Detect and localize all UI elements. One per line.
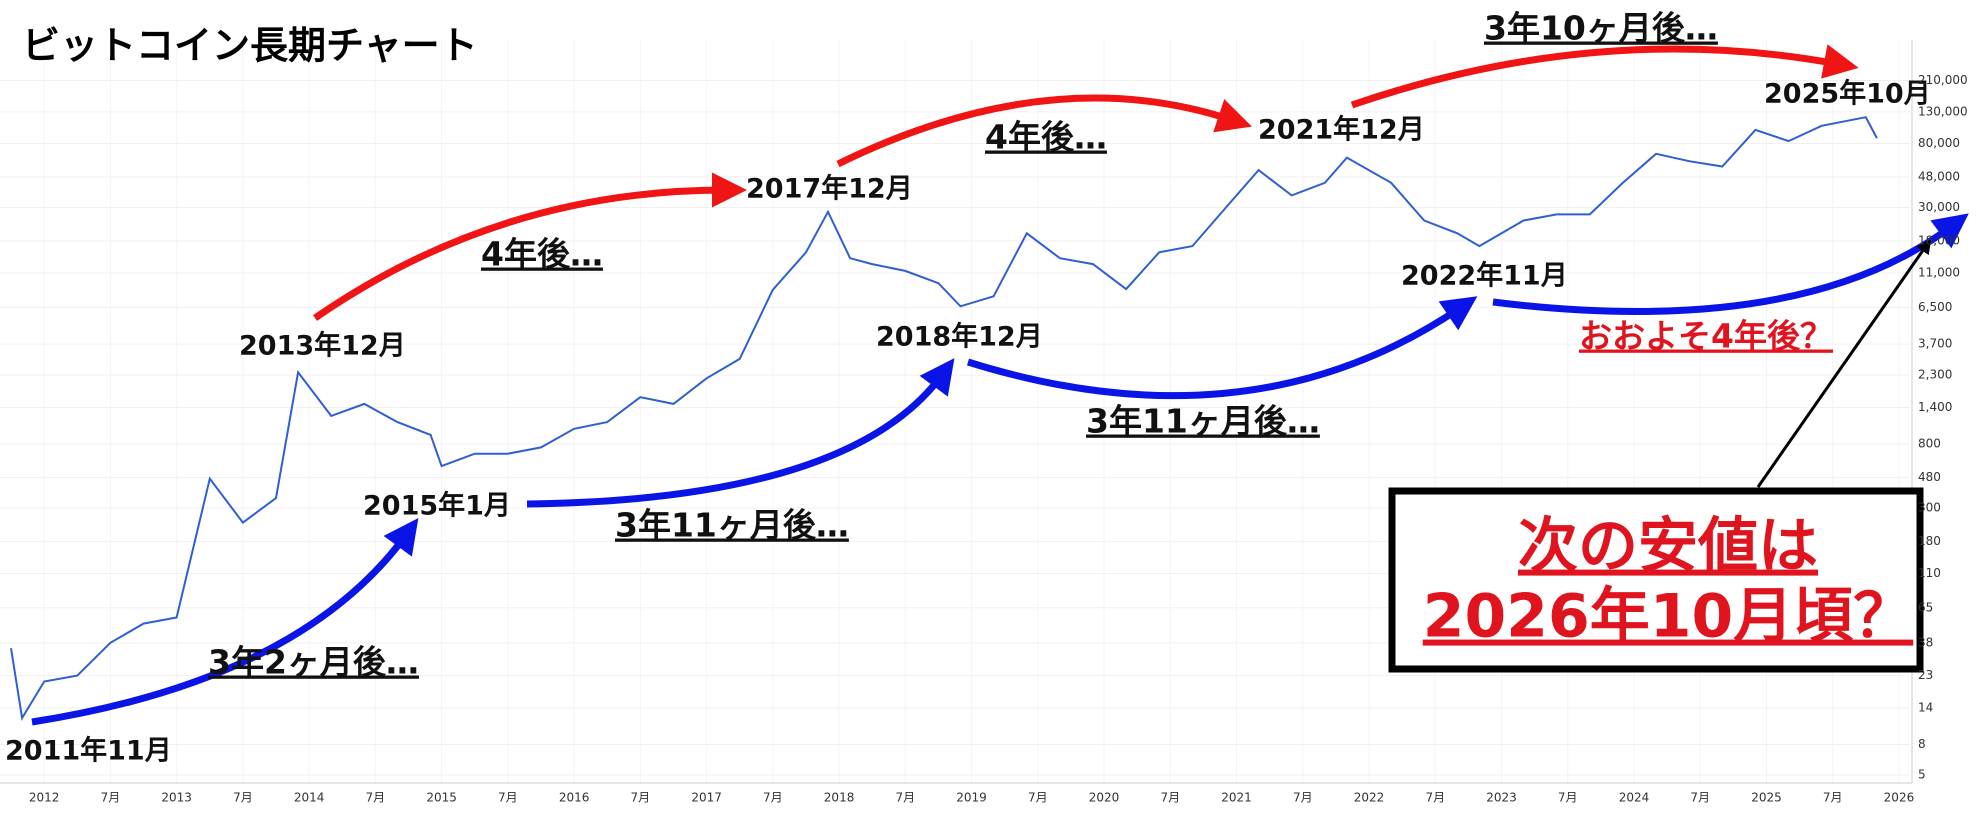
x-tick-label: 7月 — [631, 791, 651, 805]
y-tick-label: 65 — [1918, 600, 1933, 614]
x-tick-label: 7月 — [498, 791, 518, 805]
y-tick-label: 11,000 — [1918, 265, 1960, 279]
annotation: 3年11ヶ月後… — [615, 506, 849, 545]
x-tick-label: 7月 — [1558, 791, 1578, 805]
y-tick-label: 300 — [1918, 501, 1941, 515]
y-tick-label: 18,000 — [1918, 233, 1960, 247]
x-tick-label: 2017 — [691, 791, 722, 805]
x-tick-label: 7月 — [1690, 791, 1710, 805]
annotation: 2017年12月 — [746, 173, 913, 205]
x-tick-label: 7月 — [1425, 791, 1445, 805]
y-tick-label: 1,400 — [1918, 400, 1952, 414]
y-tick-label: 6,500 — [1918, 300, 1952, 314]
price-line — [10, 116, 1878, 721]
x-tick-label: 7月 — [1823, 791, 1843, 805]
y-tick-label: 30,000 — [1918, 200, 1960, 214]
x-tick-label: 2020 — [1089, 791, 1120, 805]
x-tick-label: 7月 — [1160, 791, 1180, 805]
y-tick-label: 80,000 — [1918, 136, 1960, 150]
y-tick-label: 110 — [1918, 566, 1941, 580]
callout-text: 次の安値は — [1518, 512, 1818, 582]
x-tick-label: 7月 — [895, 791, 915, 805]
annotation: 2022年11月 — [1401, 260, 1568, 292]
arrow — [31, 518, 419, 726]
x-tick-label: 7月 — [763, 791, 783, 805]
x-tick-label: 2022 — [1354, 791, 1385, 805]
annotation: 4年後… — [481, 235, 603, 274]
y-tick-label: 480 — [1918, 470, 1941, 484]
y-tick-label: 210,000 — [1918, 73, 1968, 87]
x-tick-label: 2019 — [956, 791, 987, 805]
x-tick-label: 7月 — [1293, 791, 1313, 805]
arrow — [526, 358, 955, 508]
y-tick-label: 38 — [1918, 635, 1933, 649]
x-tick-label: 2015 — [426, 791, 457, 805]
callout-text: 2026年10月頃？ — [1423, 582, 1914, 652]
x-tick-label: 2018 — [824, 791, 855, 805]
arrow — [836, 94, 1252, 168]
x-tick-label: 2021 — [1221, 791, 1252, 805]
annotation: 3年11ヶ月後… — [1086, 402, 1320, 441]
callout-box — [1388, 487, 1924, 673]
arrows — [31, 44, 1969, 726]
y-tick-label: 3,700 — [1918, 337, 1952, 351]
annotation: 2025年10月 — [1764, 78, 1931, 110]
x-tick-label: 2014 — [294, 791, 325, 805]
x-tick-label: 7月 — [101, 791, 121, 805]
annotation: 4年後… — [985, 118, 1107, 157]
annotation: 2021年12月 — [1258, 114, 1425, 146]
annotation: 2015年1月 — [363, 490, 511, 522]
annotation: 2013年12月 — [239, 330, 406, 362]
y-tick-label: 2,300 — [1918, 368, 1952, 382]
x-tick-label: 2025 — [1751, 791, 1782, 805]
y-tick-label: 48,000 — [1918, 169, 1960, 183]
x-tick-label: 2012 — [29, 791, 60, 805]
y-tick-label: 8 — [1918, 737, 1926, 751]
chart-title: ビットコイン長期チャート — [22, 24, 478, 68]
y-tick-label: 23 — [1918, 668, 1933, 682]
x-tick-label: 2023 — [1486, 791, 1517, 805]
annotation: 3年2ヶ月後… — [208, 643, 419, 682]
x-tick-label: 7月 — [233, 791, 253, 805]
x-tick-label: 2013 — [161, 791, 192, 805]
x-tick-label: 2026 — [1884, 791, 1915, 805]
annotation: 2018年12月 — [876, 321, 1043, 353]
arrow — [1492, 213, 1969, 315]
x-tick-label: 2016 — [559, 791, 590, 805]
x-tick-label: 7月 — [366, 791, 386, 805]
arrow — [966, 296, 1478, 400]
y-tick-label: 180 — [1918, 534, 1941, 548]
x-tick-label: 7月 — [1028, 791, 1048, 805]
annotation: 3年10ヶ月後… — [1484, 9, 1718, 48]
annotation: 2011年11月 — [5, 735, 172, 767]
y-tick-label: 800 — [1918, 437, 1941, 451]
y-tick-label: 130,000 — [1918, 104, 1968, 118]
annotation: おおよそ4年後？ — [1579, 317, 1833, 356]
arrow — [1350, 44, 1859, 109]
plot — [10, 116, 1878, 721]
arrow — [313, 172, 747, 321]
grid — [0, 40, 1910, 785]
y-tick-label: 5 — [1918, 768, 1926, 782]
y-tick-label: 14 — [1918, 700, 1933, 714]
x-tick-label: 2024 — [1619, 791, 1650, 805]
arrow — [1756, 238, 1932, 488]
